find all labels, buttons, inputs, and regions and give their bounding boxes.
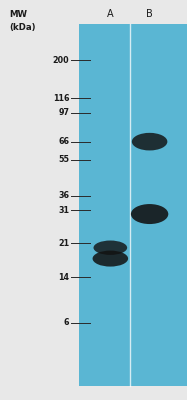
Text: 66: 66: [58, 137, 69, 146]
Text: B: B: [146, 9, 153, 19]
Ellipse shape: [131, 204, 168, 224]
Text: 36: 36: [58, 192, 69, 200]
Text: 116: 116: [53, 94, 69, 103]
Text: A: A: [107, 9, 114, 19]
Text: 200: 200: [53, 56, 69, 65]
Text: 55: 55: [58, 155, 69, 164]
Bar: [79, 24, 187, 386]
Text: 21: 21: [58, 238, 69, 248]
Text: 97: 97: [58, 108, 69, 117]
Ellipse shape: [94, 240, 127, 255]
Text: 14: 14: [58, 273, 69, 282]
Text: (kDa): (kDa): [9, 23, 36, 32]
Ellipse shape: [93, 250, 128, 266]
Text: 6: 6: [64, 318, 69, 327]
Text: 31: 31: [58, 206, 69, 215]
Ellipse shape: [132, 133, 167, 150]
Text: MW: MW: [9, 10, 27, 19]
